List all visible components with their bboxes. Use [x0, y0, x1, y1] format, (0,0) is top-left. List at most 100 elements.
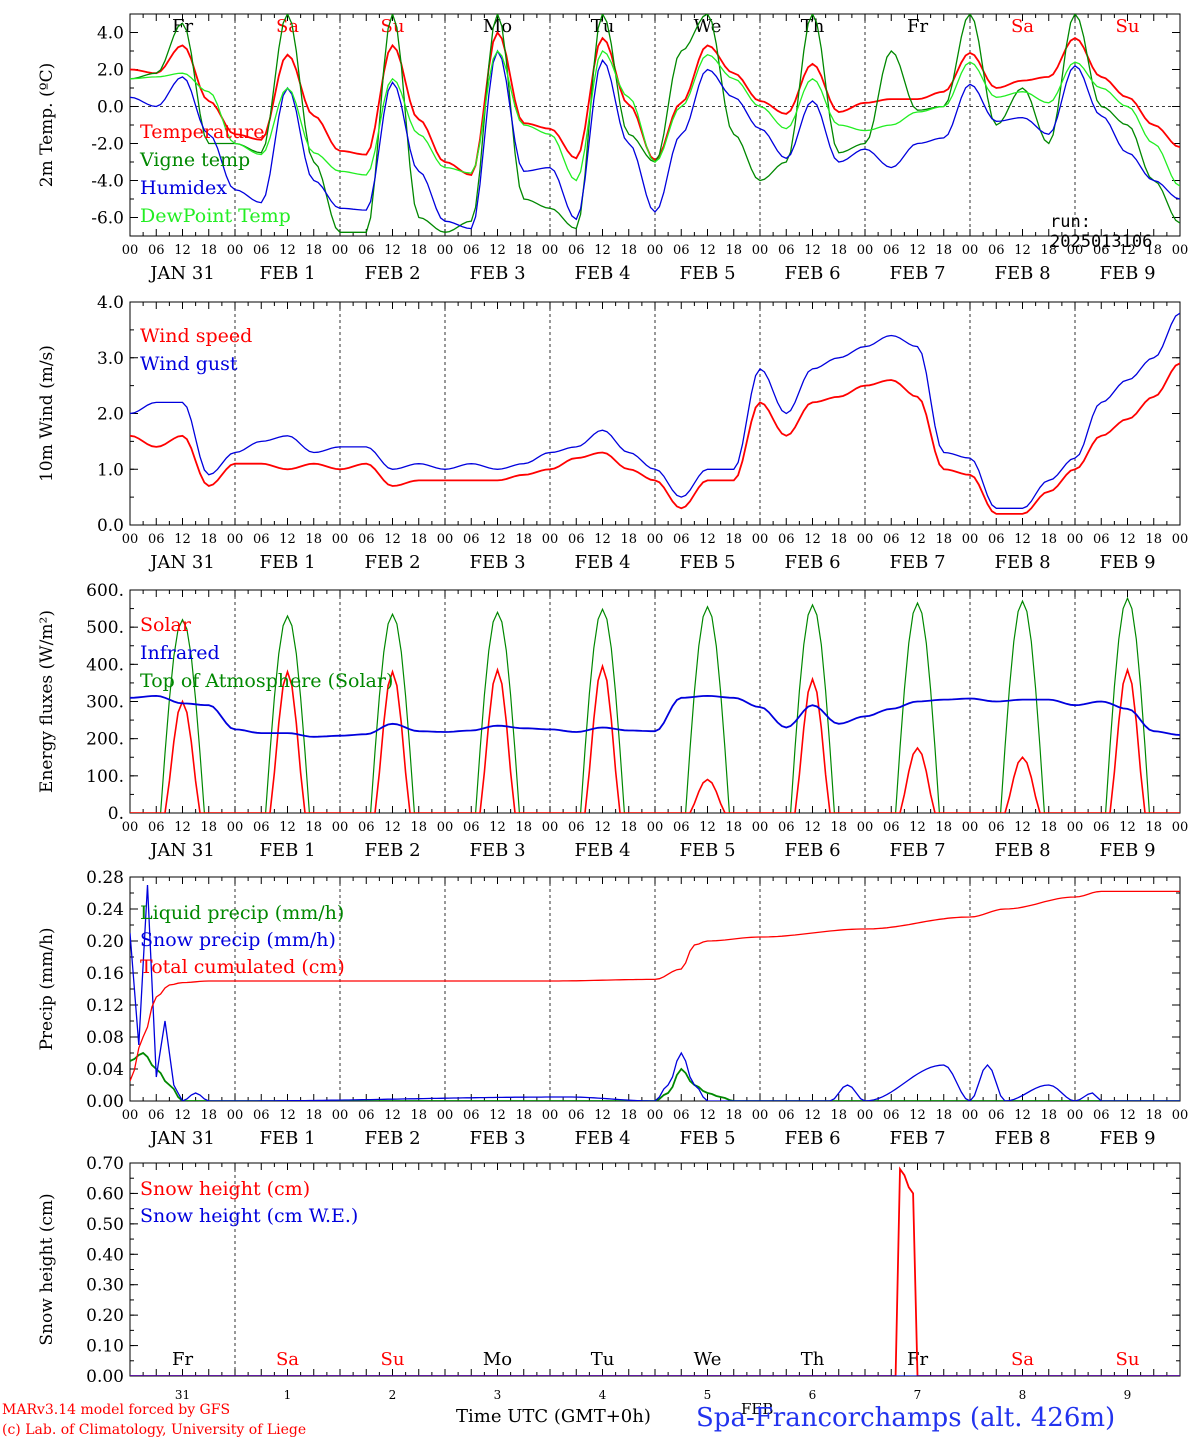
- hour-tick-label: 06: [253, 243, 270, 258]
- date-label: FEB 1: [259, 552, 315, 573]
- hour-tick-label: 06: [358, 820, 375, 835]
- hour-tick-label: 00: [332, 1108, 349, 1123]
- hour-tick-label: 06: [358, 532, 375, 547]
- hour-tick-label: 00: [437, 820, 454, 835]
- hour-tick-label: 00: [437, 243, 454, 258]
- y-tick-label: 4.0: [97, 24, 124, 44]
- hour-tick-label: 00: [647, 820, 664, 835]
- legend-entry: Snow precip (mm/h): [140, 929, 336, 951]
- y-tick-label: 0.12: [86, 996, 124, 1016]
- panel-4: 0.00 0.04 0.08 0.12 0.16 0.20 0.24 0.28 Precip (…: [37, 868, 1188, 1149]
- lab-credit: (c) Lab. of Climatology, University of L…: [2, 1422, 307, 1438]
- date-label: FEB 8: [994, 840, 1050, 861]
- y-axis-label: Precip (mm/h): [37, 927, 57, 1050]
- y-tick-label: 0.00: [86, 1367, 124, 1387]
- time-axis-title: Time UTC (GMT+0h): [456, 1406, 651, 1427]
- hour-tick-label: 06: [673, 243, 690, 258]
- series-line-3: [130, 890, 1180, 1082]
- legend-entry: Liquid precip (mm/h): [140, 902, 344, 924]
- day-number-label: 31: [175, 1388, 190, 1402]
- hour-tick-label: 18: [620, 532, 637, 547]
- hour-tick-label: 12: [909, 243, 926, 258]
- hour-tick-label: 18: [725, 243, 742, 258]
- series-group: [130, 884, 1180, 1101]
- day-number-label: 9: [1124, 1388, 1132, 1402]
- date-label: FEB 9: [1099, 840, 1155, 861]
- hour-tick-label: 18: [1145, 243, 1162, 258]
- legend-entry: Wind speed: [140, 325, 252, 347]
- legend-entry: Humidex: [140, 177, 227, 199]
- weekday-label: Mo: [483, 16, 512, 37]
- hour-tick-label: 18: [305, 1108, 322, 1123]
- date-label: FEB 6: [784, 263, 840, 284]
- hour-tick-label: 12: [1119, 243, 1136, 258]
- y-tick-label: 0.50: [86, 1215, 124, 1235]
- y-tick-label: 500.: [86, 618, 124, 638]
- y-tick-label: 200.: [86, 730, 124, 750]
- hour-tick-label: 00: [962, 532, 979, 547]
- date-label: FEB 7: [889, 840, 945, 861]
- date-label: FEB 5: [679, 840, 735, 861]
- hour-tick-label: 12: [174, 532, 191, 547]
- hour-tick-label: 12: [174, 1108, 191, 1123]
- date-label: FEB 1: [259, 840, 315, 861]
- hour-tick-label: 06: [883, 820, 900, 835]
- y-tick-label: 0.00: [86, 1092, 124, 1112]
- y-axis-label: 2m Temp. (ºC): [37, 63, 57, 188]
- hour-tick-label: 18: [830, 820, 847, 835]
- date-label: JAN 31: [148, 1128, 215, 1149]
- weekday-label: Sa: [1011, 1349, 1034, 1370]
- series-line-2: [130, 312, 1180, 509]
- y-tick-label: 0.08: [86, 1028, 124, 1048]
- date-label: FEB 2: [364, 840, 420, 861]
- series-line-1: [130, 1166, 1180, 1376]
- day-number-label: 2: [389, 1388, 397, 1402]
- weekday-label: Mo: [483, 1349, 512, 1370]
- hour-tick-label: 06: [148, 820, 165, 835]
- legend-entry: Wind gust: [140, 353, 238, 375]
- hour-tick-label: 06: [1093, 243, 1110, 258]
- hour-tick-label: 00: [752, 243, 769, 258]
- hour-tick-label: 18: [410, 820, 427, 835]
- hour-tick-label: 18: [305, 820, 322, 835]
- date-label: FEB 7: [889, 552, 945, 573]
- hour-tick-label: 00: [332, 243, 349, 258]
- hour-tick-label: 00: [227, 820, 244, 835]
- hour-tick-label: 18: [200, 1108, 217, 1123]
- hour-tick-label: 00: [332, 820, 349, 835]
- hour-tick-label: 18: [200, 820, 217, 835]
- hour-tick-label: 06: [568, 243, 585, 258]
- legend-entry: Temperature: [140, 121, 264, 143]
- hour-tick-label: 06: [358, 243, 375, 258]
- hour-tick-label: 06: [148, 1108, 165, 1123]
- hour-tick-label: 00: [857, 532, 874, 547]
- y-axis-label: Snow height (cm): [37, 1193, 57, 1345]
- hour-tick-label: 18: [1040, 1108, 1057, 1123]
- y-tick-label: 300.: [86, 693, 124, 713]
- hour-tick-label: 12: [1119, 532, 1136, 547]
- hour-tick-label: 12: [909, 820, 926, 835]
- date-label: FEB 8: [994, 263, 1050, 284]
- hour-tick-label: 00: [962, 243, 979, 258]
- y-tick-label: 400.: [86, 655, 124, 675]
- hour-tick-label: 06: [463, 243, 480, 258]
- weekday-label: Fr: [172, 16, 193, 37]
- weekday-label: We: [694, 1349, 722, 1370]
- hour-tick-label: 12: [489, 243, 506, 258]
- date-label: FEB 1: [259, 1128, 315, 1149]
- hour-tick-label: 00: [122, 820, 139, 835]
- series-line-1: [130, 362, 1180, 515]
- weekday-label: Tu: [591, 16, 615, 37]
- hour-tick-label: 12: [909, 532, 926, 547]
- hour-tick-label: 18: [410, 243, 427, 258]
- y-tick-label: 0.04: [86, 1060, 124, 1080]
- date-label: FEB 7: [889, 1128, 945, 1149]
- date-label: FEB 9: [1099, 263, 1155, 284]
- hour-tick-label: 18: [1145, 1108, 1162, 1123]
- hour-tick-label: 12: [1014, 243, 1031, 258]
- hour-tick-label: 06: [568, 532, 585, 547]
- hour-tick-label: 12: [489, 1108, 506, 1123]
- legend-entry: Snow height (cm): [140, 1178, 310, 1200]
- y-tick-label: 0.30: [86, 1276, 124, 1296]
- hour-tick-label: 00: [122, 532, 139, 547]
